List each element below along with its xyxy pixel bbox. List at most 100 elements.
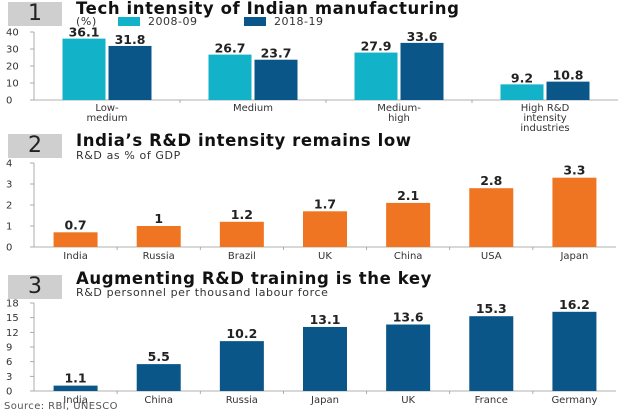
bar-russia [219, 341, 264, 391]
bar-2018-19-high-r-d-intensity-industries [546, 81, 590, 100]
chart-subtitle: R&D personnel per thousand labour force [76, 286, 329, 299]
bar-2018-19-medium-high [400, 42, 444, 100]
legend-label: 2018-19 [274, 15, 324, 28]
x-tick-label: UK [318, 251, 332, 262]
y-tick-label: 30 [6, 45, 19, 56]
data-label: 9.2 [511, 70, 533, 85]
bar-2018-19-low-medium [108, 45, 152, 100]
bar-2008-09-high-r-d-intensity-industries [500, 84, 544, 100]
bar-uk [303, 211, 347, 247]
bar-2008-09-medium [208, 54, 252, 100]
x-tick-label: Medium- [377, 103, 421, 114]
y-tick-label: 40 [6, 28, 19, 39]
data-label: 1.7 [314, 196, 336, 211]
chart-title: Tech intensity of Indian manufacturing [76, 0, 460, 18]
chart-rd-training: 0 3 6 9 12 15 18 1.1 India 5.5 China 10.2 Russia 13.1… [6, 297, 616, 405]
y-tick-label: 6 [6, 357, 12, 368]
x-tick-label: Japan [310, 395, 339, 405]
bar-india [53, 232, 98, 247]
legend-label: 2008-09 [148, 15, 198, 28]
y-tick-label: 20 [6, 62, 19, 73]
y-tick-label: 2 [6, 201, 12, 212]
y-tick-label: 3 [6, 372, 12, 383]
data-label: 23.7 [261, 46, 292, 61]
chart-title: Augmenting R&D training is the key [76, 269, 433, 288]
chart-subtitle: R&D as % of GDP [76, 149, 181, 162]
data-label: 0.7 [64, 217, 86, 232]
x-tick-label: Germany [551, 395, 597, 405]
x-tick-label: Low- [95, 103, 119, 114]
data-label: 1 [154, 211, 163, 226]
bar-germany [552, 311, 597, 391]
panel-number-badge: 3 [8, 275, 62, 299]
data-label: 13.1 [310, 312, 341, 327]
bar-russia [136, 226, 181, 247]
source-note: Source: RBI, UNESCO [4, 401, 118, 412]
x-tick-label: UK [401, 395, 415, 405]
x-tick-label: China [144, 395, 173, 405]
legend-item-2008-09: 2008-09 [118, 15, 197, 28]
data-label: 2.1 [397, 188, 419, 203]
bar-2008-09-medium-high [354, 52, 398, 100]
data-label: 10.2 [226, 326, 257, 341]
bar-usa [469, 188, 514, 247]
data-label: 10.8 [553, 68, 584, 83]
x-tick-label: India [63, 251, 88, 262]
x-tick-label: Brazil [228, 251, 256, 262]
bar-japan [552, 177, 597, 247]
data-label: 27.9 [361, 39, 392, 54]
data-label: 1.1 [64, 371, 86, 386]
y-tick-label: 9 [6, 343, 12, 354]
bar-france [469, 316, 514, 391]
x-tick-label: China [394, 251, 423, 262]
bar-china [136, 364, 181, 391]
data-label: 13.6 [393, 310, 424, 325]
x-tick-label: high [388, 113, 410, 124]
panel-number-badge: 1 [8, 2, 62, 26]
legend-swatch-2008-09 [118, 17, 140, 26]
y-tick-label: 0 [6, 387, 12, 398]
bar-2008-09-low-medium [62, 38, 106, 100]
y-tick-label: 1 [6, 222, 12, 233]
bar-uk [386, 324, 431, 391]
chart-rd-intensity: 0 1 2 3 4 0.7 India 1 Russia 1.2 Brazil 1.7 UK 2.1 Chi… [6, 159, 616, 262]
x-tick-label: medium [86, 113, 127, 124]
y-tick-label: 0 [6, 243, 12, 254]
chart-subtitle: (%) [76, 15, 97, 28]
data-label: 2.8 [480, 173, 502, 188]
data-label: 33.6 [407, 29, 438, 44]
x-tick-label: intensity [523, 113, 566, 124]
chart-tech-intensity: 0 10 20 30 40 36.1 31.8 Low-medium 26.7 23.7 Mediu… [6, 25, 618, 132]
data-label: 15.3 [476, 301, 507, 316]
bar-brazil [219, 221, 264, 247]
data-label: 36.1 [69, 25, 100, 40]
data-label: 31.8 [115, 32, 146, 47]
y-tick-label: 10 [6, 79, 19, 90]
bar-india [53, 385, 98, 391]
data-label: 16.2 [559, 297, 590, 312]
legend-swatch-2018-19 [244, 17, 266, 26]
x-tick-label: Russia [226, 395, 258, 405]
y-tick-label: 12 [6, 328, 19, 339]
data-label: 3.3 [563, 163, 585, 178]
x-tick-label: India [63, 395, 88, 405]
bar-china [386, 202, 431, 247]
data-label: 5.5 [148, 349, 170, 364]
y-tick-label: 0 [6, 96, 12, 107]
x-tick-label: Medium [233, 103, 273, 114]
y-tick-label: 3 [6, 180, 12, 191]
data-label: 26.7 [215, 41, 246, 56]
y-tick-label: 18 [6, 299, 19, 310]
chart-title: India’s R&D intensity remains low [76, 131, 412, 150]
x-tick-label: Russia [143, 251, 175, 262]
x-tick-label: Japan [559, 251, 588, 262]
x-tick-label: High R&D [521, 103, 570, 114]
bar-2018-19-medium [254, 59, 298, 100]
panel-number-badge: 2 [8, 134, 62, 158]
legend-item-2018-19: 2018-19 [244, 15, 323, 28]
y-tick-label: 4 [6, 159, 12, 170]
bar-japan [303, 326, 347, 391]
x-tick-label: USA [481, 251, 502, 262]
data-label: 1.2 [231, 207, 253, 222]
x-tick-label: France [475, 395, 508, 405]
